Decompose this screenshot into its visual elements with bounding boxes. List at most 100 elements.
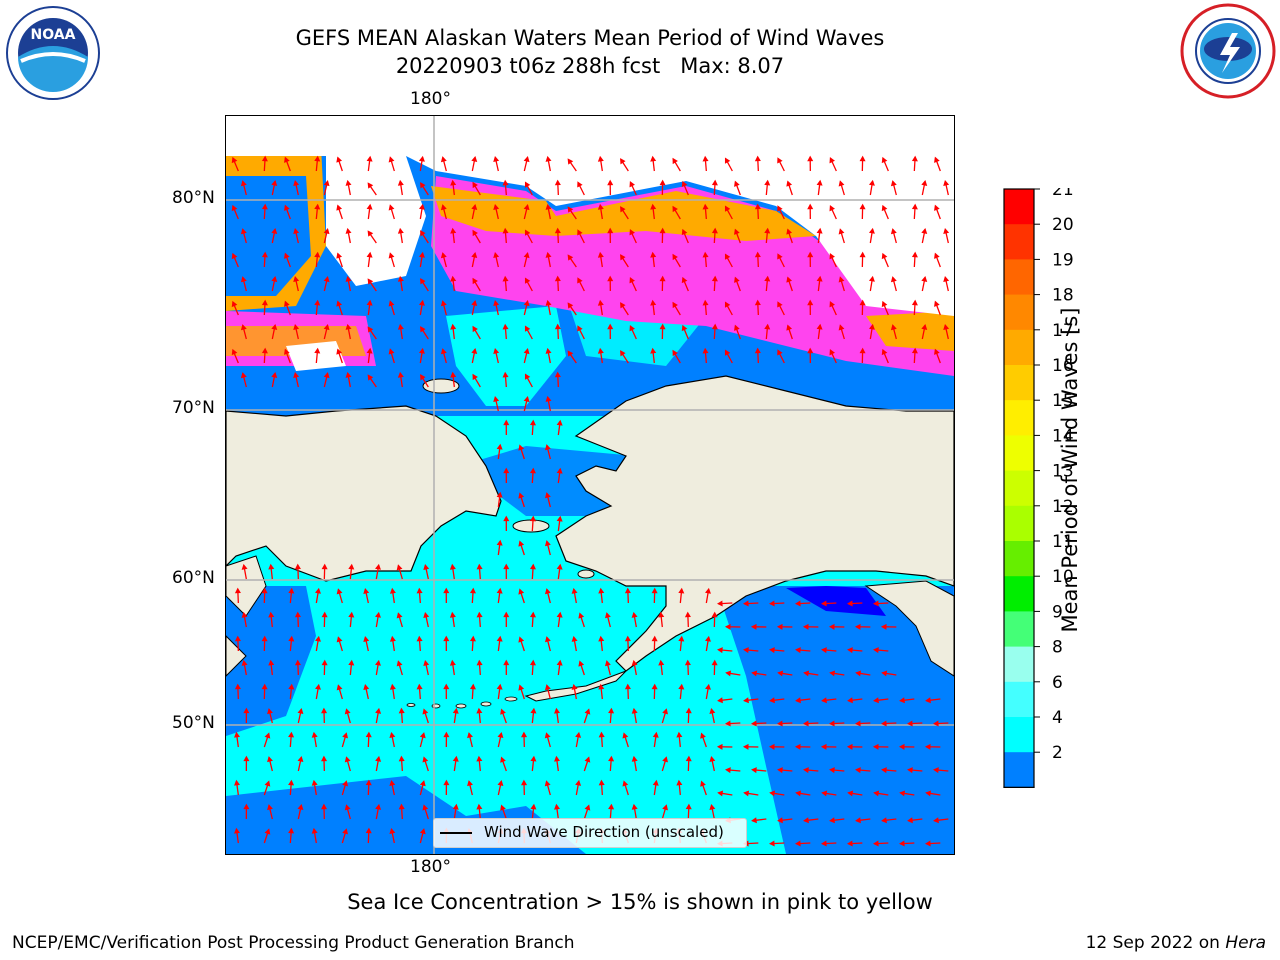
wind-wave-arrowhead: [684, 659, 691, 666]
wind-wave-arrowhead: [676, 731, 683, 738]
credit-date: 12 Sep 2022 on: [1085, 933, 1220, 953]
credit-right: 12 Sep 2022 on Hera: [1086, 933, 1266, 953]
wind-wave-arrowhead: [624, 635, 631, 642]
wind-wave-arrowhead: [821, 647, 827, 654]
wind-wave-arrowhead: [716, 600, 723, 607]
wind-wave-arrowhead: [363, 587, 370, 595]
wind-wave-arrowhead: [652, 779, 659, 786]
wind-wave-arrowhead: [389, 779, 396, 786]
wind-wave-arrowhead: [846, 600, 853, 607]
wind-wave-arrowhead: [743, 790, 750, 797]
wind-wave-arrowhead: [571, 683, 578, 690]
wind-wave-arrowhead: [240, 228, 247, 235]
wind-wave-arrowhead: [397, 227, 404, 234]
wind-wave-arrowhead: [345, 227, 352, 234]
wind-wave-arrowhead: [828, 623, 835, 630]
map-canvas: [226, 116, 954, 854]
wind-wave-arrowhead: [518, 588, 525, 595]
wind-wave-arrowhead: [577, 181, 583, 188]
colorbar-segment: [1004, 541, 1034, 577]
wind-wave-arrowhead: [597, 299, 604, 306]
wind-wave-arrowhead: [294, 611, 301, 618]
wind-wave-arrowhead: [366, 155, 373, 162]
wind-wave-arrowhead: [264, 828, 271, 835]
wind-wave-arrowhead: [389, 827, 396, 834]
wind-wave-arrowhead: [829, 253, 835, 260]
colorbar-segment: [1004, 717, 1034, 753]
wind-wave-arrowhead: [450, 371, 457, 378]
wind-wave-arrowhead: [764, 275, 771, 282]
wind-wave-arrowhead: [493, 300, 500, 307]
lat-label-70: 70°N: [172, 398, 215, 418]
wind-wave-arrowhead: [518, 492, 525, 499]
wind-wave-arrowhead: [348, 611, 355, 618]
wind-wave-arrowhead: [795, 697, 801, 704]
wind-wave-arrowhead: [881, 156, 888, 164]
wind-wave-arrowhead: [388, 252, 395, 259]
wind-wave-arrowhead: [544, 684, 551, 691]
wind-wave-arrowhead: [769, 647, 775, 654]
wind-wave-arrowhead: [284, 252, 290, 259]
wind-wave-arrowhead: [396, 564, 403, 571]
wind-wave-arrowhead: [786, 324, 793, 331]
wind-wave-arrowhead: [672, 157, 678, 165]
wind-wave-arrowhead: [440, 204, 447, 211]
wind-wave-arrowhead: [702, 299, 709, 306]
colorbar-segment: [1004, 189, 1034, 225]
wind-wave-arrowhead: [604, 612, 611, 619]
wind-wave-arrowhead: [607, 323, 614, 330]
wind-wave-arrowhead: [868, 227, 875, 234]
colorbar-segment: [1004, 505, 1034, 542]
wind-wave-arrowhead: [314, 347, 321, 354]
colorbar-segment: [1004, 435, 1034, 472]
wind-wave-arrowhead: [711, 179, 718, 186]
wind-wave-arrowhead: [907, 767, 913, 774]
wind-wave-arrowhead: [702, 203, 709, 210]
wind-wave-arrowhead: [899, 697, 905, 704]
dark-blue-gulf: [786, 586, 886, 616]
wind-wave-arrowhead: [685, 755, 692, 762]
wind-wave-arrowhead: [418, 203, 425, 210]
wind-wave-arrowhead: [711, 659, 718, 666]
wind-wave-arrowhead: [321, 563, 328, 570]
wind-wave-arrowhead: [821, 790, 828, 797]
wind-wave-arrowhead: [881, 817, 887, 824]
wind-wave-arrowhead: [314, 203, 321, 210]
wind-wave-arrowhead: [934, 156, 940, 163]
wind-wave-arrowhead: [323, 372, 330, 379]
wind-wave-arrowhead: [420, 182, 426, 189]
wind-wave-arrowhead: [724, 349, 731, 356]
wind-wave-arrowhead: [440, 156, 447, 163]
wind-wave-arrowhead: [764, 227, 771, 234]
legend-label: Wind Wave Direction (unscaled): [484, 823, 724, 841]
wind-wave-arrowhead: [629, 277, 635, 284]
wind-wave-arrowhead: [554, 323, 561, 330]
wind-wave-arrowhead: [321, 707, 328, 714]
wind-wave-arrowhead: [530, 707, 537, 714]
wind-wave-arrowhead: [267, 708, 273, 715]
wind-wave-arrowhead: [293, 372, 300, 379]
wind-wave-arrowhead: [367, 326, 374, 333]
wind-wave-arrowhead: [709, 707, 716, 714]
wind-wave-arrowhead: [502, 371, 509, 378]
wind-wave-arrowhead: [476, 563, 483, 570]
wind-wave-arrowhead: [802, 720, 809, 727]
wind-wave-arrowhead: [567, 254, 574, 261]
wind-wave-arrowhead: [868, 275, 875, 282]
wind-wave-arrowhead: [321, 803, 328, 810]
wind-wave-arrowhead: [681, 324, 688, 332]
wind-wave-arrowhead: [881, 252, 888, 260]
wind-wave-arrowhead: [854, 720, 861, 727]
wind-wave-arrowhead: [556, 419, 563, 426]
colorbar-tick-label: 20: [1052, 215, 1074, 235]
wind-wave-arrowhead: [388, 300, 395, 307]
wind-wave-arrowhead: [575, 779, 582, 786]
wind-wave-arrowhead: [293, 228, 300, 235]
wind-wave-arrowhead: [554, 227, 561, 234]
wind-wave-arrowhead: [243, 707, 250, 714]
wind-wave-arrowhead: [700, 780, 706, 787]
wind-wave-arrowhead: [440, 300, 447, 307]
wind-wave-arrowhead: [751, 670, 758, 677]
wind-wave-arrowhead: [681, 228, 688, 236]
wind-wave-arrowhead: [365, 827, 372, 834]
